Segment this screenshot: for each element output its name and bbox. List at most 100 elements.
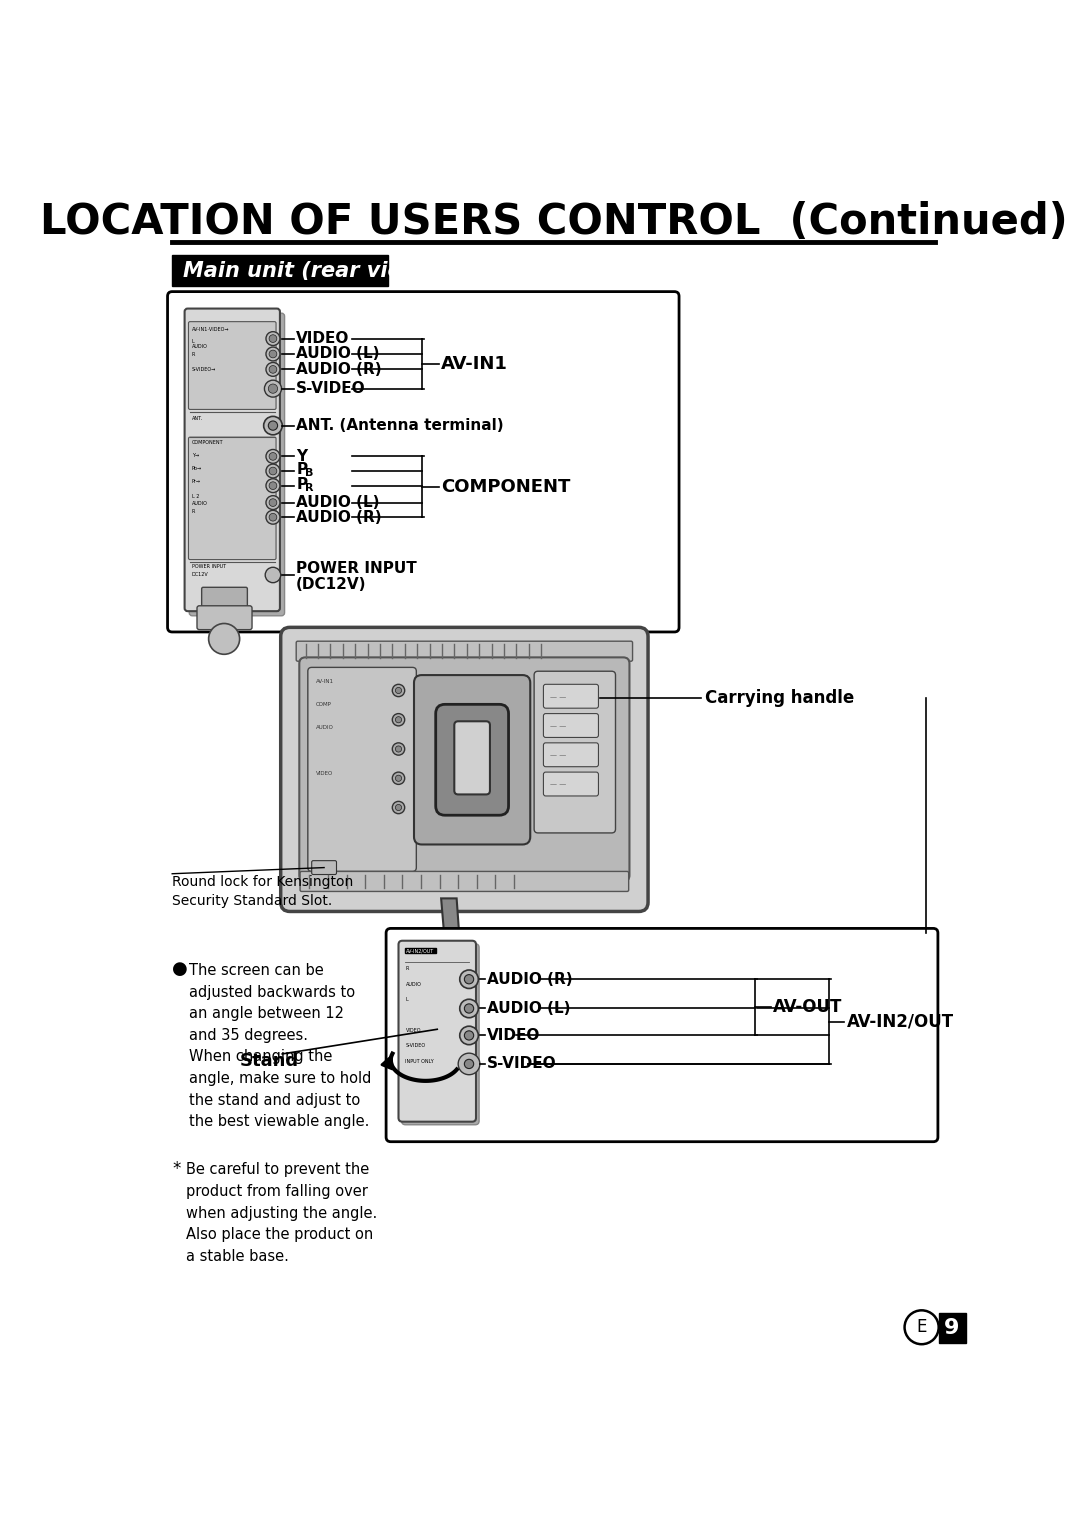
Text: AUDIO (L): AUDIO (L) bbox=[296, 495, 380, 510]
Text: P: P bbox=[296, 462, 308, 477]
Text: 9: 9 bbox=[944, 1318, 959, 1338]
Text: COMP: COMP bbox=[315, 702, 332, 706]
Text: Main unit (rear view): Main unit (rear view) bbox=[183, 261, 431, 281]
FancyBboxPatch shape bbox=[414, 674, 530, 845]
FancyBboxPatch shape bbox=[308, 667, 416, 872]
Text: COMPONENT: COMPONENT bbox=[191, 441, 224, 445]
Text: ANT.: ANT. bbox=[191, 416, 203, 421]
Circle shape bbox=[266, 346, 280, 362]
Text: Y: Y bbox=[296, 450, 308, 463]
Text: R: R bbox=[305, 483, 313, 494]
Text: S-VIDEO: S-VIDEO bbox=[405, 1044, 426, 1048]
Circle shape bbox=[392, 743, 405, 755]
Text: S-VIDEO: S-VIDEO bbox=[487, 1056, 556, 1071]
Circle shape bbox=[269, 513, 276, 521]
Circle shape bbox=[395, 805, 402, 811]
Circle shape bbox=[266, 510, 280, 524]
Text: POWER INPUT: POWER INPUT bbox=[191, 564, 226, 570]
Text: Round lock for Kensington
Security Standard Slot.: Round lock for Kensington Security Stand… bbox=[172, 875, 353, 908]
Text: S-VIDEO: S-VIDEO bbox=[296, 381, 366, 396]
Text: AV-IN2/OUT: AV-IN2/OUT bbox=[405, 948, 436, 954]
Circle shape bbox=[458, 1053, 480, 1075]
Text: S-VIDEO→: S-VIDEO→ bbox=[191, 368, 216, 372]
Circle shape bbox=[395, 688, 402, 694]
FancyBboxPatch shape bbox=[387, 928, 937, 1142]
Circle shape bbox=[460, 1027, 478, 1045]
FancyBboxPatch shape bbox=[197, 606, 252, 630]
Text: — —: — — bbox=[550, 781, 566, 787]
Circle shape bbox=[269, 453, 276, 460]
Text: ●: ● bbox=[172, 960, 188, 978]
Text: B: B bbox=[305, 468, 313, 478]
Circle shape bbox=[269, 351, 276, 358]
FancyBboxPatch shape bbox=[435, 705, 509, 816]
Text: Stand: Stand bbox=[240, 1053, 299, 1071]
Text: AV-IN2/OUT: AV-IN2/OUT bbox=[405, 948, 434, 954]
Text: Pb→: Pb→ bbox=[191, 466, 202, 471]
Text: AUDIO: AUDIO bbox=[315, 725, 334, 731]
Text: AUDIO (R): AUDIO (R) bbox=[487, 972, 572, 987]
Text: AV-IN1: AV-IN1 bbox=[315, 679, 334, 684]
Circle shape bbox=[268, 421, 278, 430]
Polygon shape bbox=[406, 898, 460, 1048]
Circle shape bbox=[266, 465, 280, 478]
Text: AV-IN2/OUT: AV-IN2/OUT bbox=[847, 1013, 954, 1030]
Text: DC12V: DC12V bbox=[191, 571, 208, 577]
Circle shape bbox=[269, 468, 276, 475]
Circle shape bbox=[460, 1054, 478, 1072]
Text: VIDEO: VIDEO bbox=[405, 1028, 421, 1033]
Circle shape bbox=[208, 623, 240, 655]
Text: Y→: Y→ bbox=[191, 453, 199, 457]
Circle shape bbox=[392, 802, 405, 814]
Circle shape bbox=[269, 334, 276, 342]
Text: The screen can be
adjusted backwards to
an angle between 12
and 35 degrees.
When: The screen can be adjusted backwards to … bbox=[189, 963, 372, 1129]
Circle shape bbox=[395, 775, 402, 781]
Circle shape bbox=[392, 685, 405, 697]
FancyBboxPatch shape bbox=[189, 322, 276, 410]
FancyBboxPatch shape bbox=[202, 588, 247, 608]
Text: LOCATION OF USERS CONTROL  (Continued): LOCATION OF USERS CONTROL (Continued) bbox=[40, 202, 1067, 243]
FancyBboxPatch shape bbox=[189, 313, 284, 615]
FancyBboxPatch shape bbox=[543, 685, 598, 708]
Text: Pr→: Pr→ bbox=[191, 478, 201, 483]
Text: L 2: L 2 bbox=[191, 494, 199, 500]
Text: Carrying handle: Carrying handle bbox=[704, 690, 854, 708]
Circle shape bbox=[464, 1031, 474, 1041]
Text: INPUT ONLY: INPUT ONLY bbox=[405, 1059, 434, 1063]
Text: L: L bbox=[405, 996, 408, 1003]
Text: AV-IN1: AV-IN1 bbox=[441, 354, 508, 372]
Bar bbox=[172, 255, 388, 286]
Text: AUDIO (R): AUDIO (R) bbox=[296, 362, 382, 377]
FancyBboxPatch shape bbox=[402, 943, 480, 1124]
Text: L: L bbox=[191, 339, 194, 343]
Circle shape bbox=[268, 384, 278, 393]
FancyBboxPatch shape bbox=[296, 641, 633, 661]
FancyBboxPatch shape bbox=[299, 658, 630, 881]
Text: R: R bbox=[191, 509, 195, 513]
FancyBboxPatch shape bbox=[167, 292, 679, 632]
Circle shape bbox=[460, 971, 478, 989]
Circle shape bbox=[269, 366, 276, 374]
Circle shape bbox=[269, 482, 276, 489]
FancyBboxPatch shape bbox=[455, 722, 490, 794]
Circle shape bbox=[265, 380, 282, 396]
FancyBboxPatch shape bbox=[543, 714, 598, 737]
Text: AUDIO (R): AUDIO (R) bbox=[296, 510, 382, 524]
Text: VIDEO: VIDEO bbox=[296, 331, 350, 346]
Circle shape bbox=[266, 331, 280, 345]
Text: AUDIO (L): AUDIO (L) bbox=[487, 1001, 570, 1016]
FancyBboxPatch shape bbox=[399, 940, 476, 1121]
Text: *: * bbox=[172, 1161, 180, 1179]
Text: AUDIO: AUDIO bbox=[191, 501, 207, 506]
Text: AUDIO: AUDIO bbox=[191, 343, 207, 349]
FancyBboxPatch shape bbox=[281, 627, 648, 911]
Text: — —: — — bbox=[550, 723, 566, 729]
Circle shape bbox=[266, 478, 280, 492]
Circle shape bbox=[464, 1004, 474, 1013]
Circle shape bbox=[395, 717, 402, 723]
Text: AV-OUT: AV-OUT bbox=[773, 998, 842, 1016]
Text: — —: — — bbox=[550, 752, 566, 758]
Circle shape bbox=[266, 567, 281, 583]
Text: — —: — — bbox=[550, 694, 566, 700]
Text: AUDIO (L): AUDIO (L) bbox=[296, 346, 380, 362]
